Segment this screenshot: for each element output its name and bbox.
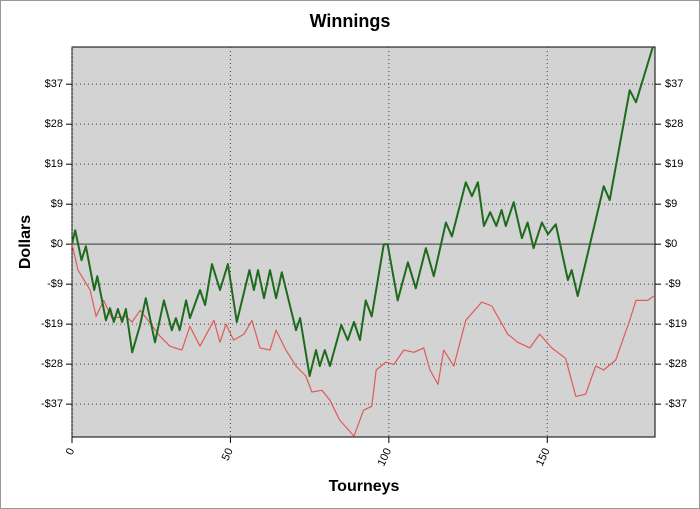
series-line — [71, 244, 655, 437]
y-tick-label: $37 — [45, 78, 63, 90]
y-tick-label-right: $19 — [665, 158, 683, 170]
y-tick-label: $9 — [51, 198, 63, 210]
y-tick-label: -$9 — [47, 278, 63, 290]
x-tick-label: 50 — [220, 446, 236, 462]
y-tick-label-right: $9 — [665, 198, 677, 210]
y-tick-label-right: $0 — [665, 238, 677, 250]
y-tick-label: $19 — [45, 158, 63, 170]
y-tick-label: -$19 — [41, 318, 63, 330]
y-tick-label-right: -$28 — [665, 358, 687, 370]
y-tick-label-right: -$19 — [665, 318, 687, 330]
x-axis-title: Tourneys — [329, 478, 400, 495]
y-axis-title: Dollars — [17, 215, 34, 269]
plot-area — [71, 46, 656, 438]
x-tick-label: 0 — [64, 446, 77, 457]
y-tick-label: -$28 — [41, 358, 63, 370]
y-tick-label: -$37 — [41, 398, 63, 410]
y-tick-label: $0 — [51, 238, 63, 250]
y-tick-label-right: $37 — [665, 78, 683, 90]
y-tick-label-right: $28 — [665, 118, 683, 130]
y-tick-label: $28 — [45, 118, 63, 130]
y-tick-label-right: -$37 — [665, 398, 687, 410]
y-tick-label-right: -$9 — [665, 278, 681, 290]
chart-title: Winnings — [310, 11, 391, 31]
series-line — [71, 46, 654, 377]
